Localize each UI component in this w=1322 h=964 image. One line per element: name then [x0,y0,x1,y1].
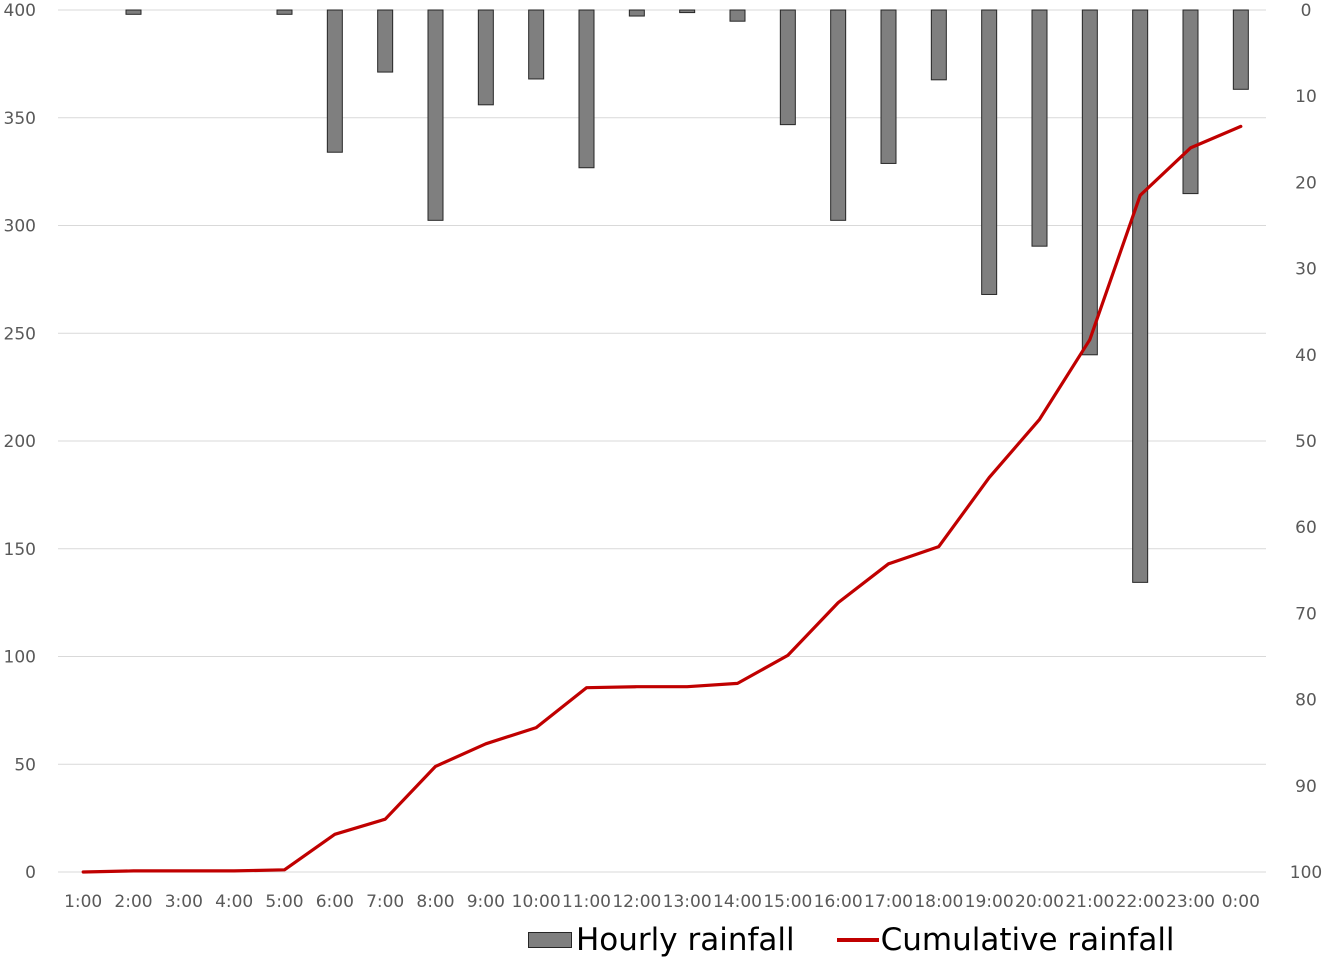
x-tick-label: 21:00 [1065,892,1114,912]
x-axis: 1:00 2:00 3:00 4:00 5:00 6:00 7:00 8:00 9:00 10:0… [64,892,1260,912]
x-tick-label: 11:00 [562,892,611,912]
hourly-rainfall-bar [477,9,494,106]
hourly-rainfall-bars [125,9,1249,583]
hourly-rainfall-bar [276,9,293,15]
x-tick-label: 19:00 [965,892,1014,912]
left-y-tick-label: 100 [4,648,36,668]
right-y-tick-label: 70 [1295,604,1317,624]
left-y-tick-label: 400 [4,1,36,21]
right-y-tick-label: 90 [1295,777,1317,797]
x-tick-label: 6:00 [316,892,354,912]
x-tick-label: 1:00 [64,892,102,912]
x-tick-label: 2:00 [114,892,152,912]
cumulative-rainfall-line [81,124,1243,874]
hourly-rainfall-bar [1081,9,1098,356]
x-tick-label: 18:00 [914,892,963,912]
hourly-rainfall-bar [930,9,947,81]
hourly-rainfall-bar [729,9,746,22]
x-tick-label: 4:00 [215,892,253,912]
right-y-tick-label: 0 [1301,1,1312,21]
x-tick-label: 13:00 [663,892,712,912]
hourly-rainfall-bar [1132,9,1149,583]
hourly-rainfall-bar [326,9,343,153]
legend-label-hourly: Hourly rainfall [576,922,795,958]
x-tick-label: 22:00 [1116,892,1165,912]
left-y-tick-label: 150 [4,540,36,560]
legend-label-cumulative: Cumulative rainfall [880,922,1175,958]
left-y-tick-label: 350 [4,109,36,129]
x-tick-label: 7:00 [366,892,404,912]
legend: Hourly rainfall Cumulative rainfall [528,922,1217,958]
x-tick-label: 0:00 [1222,892,1260,912]
right-y-tick-label: 30 [1295,260,1317,280]
legend-item-hourly: Hourly rainfall [528,922,795,958]
right-y-axis: 0 10 20 30 40 50 60 70 80 90 100 [1290,1,1322,883]
x-tick-label: 8:00 [416,892,454,912]
x-tick-label: 14:00 [713,892,762,912]
x-tick-label: 20:00 [1015,892,1064,912]
x-tick-label: 17:00 [864,892,913,912]
right-y-tick-label: 20 [1295,173,1317,193]
hourly-rainfall-bar [528,9,545,80]
left-y-tick-label: 50 [14,755,36,775]
right-y-tick-label: 10 [1295,87,1317,107]
gridlines [58,9,1266,873]
x-tick-label: 12:00 [612,892,661,912]
x-tick-label: 16:00 [814,892,863,912]
left-y-tick-label: 300 [4,217,36,237]
hourly-rainfall-bar [880,9,897,164]
right-y-tick-label: 80 [1295,691,1317,711]
hourly-rainfall-bar [1182,9,1199,195]
left-y-tick-label: 250 [4,324,36,344]
right-y-tick-label: 60 [1295,518,1317,538]
x-tick-label: 23:00 [1166,892,1215,912]
x-tick-label: 9:00 [467,892,505,912]
x-tick-label: 10:00 [512,892,561,912]
hourly-rainfall-bar [377,9,394,73]
hourly-rainfall-bar [1232,9,1249,90]
right-y-tick-label: 100 [1290,863,1322,883]
hourly-rainfall-bar [628,9,645,17]
hourly-rainfall-bar [779,9,796,126]
cumulative-rainfall-line-group [81,124,1243,874]
x-tick-label: 3:00 [165,892,203,912]
hourly-rainfall-bar [1031,9,1048,247]
legend-swatch-line [836,938,879,942]
legend-item-cumulative: Cumulative rainfall [836,922,1175,958]
hourly-rainfall-bar [125,9,142,15]
hourly-rainfall-bar [830,9,847,221]
hourly-rainfall-bar [679,9,696,14]
x-tick-label: 5:00 [265,892,303,912]
right-y-tick-label: 50 [1295,432,1317,452]
hourly-rainfall-bar [981,9,998,295]
left-y-tick-label: 0 [25,863,36,883]
left-y-axis: 0 50 100 150 200 250 300 350 400 [4,1,36,883]
legend-swatch-bar [528,932,572,948]
x-tick-label: 15:00 [763,892,812,912]
hourly-rainfall-bar [427,9,444,221]
right-y-tick-label: 40 [1295,346,1317,366]
hourly-rainfall-bar [578,9,595,169]
left-y-tick-label: 200 [4,432,36,452]
